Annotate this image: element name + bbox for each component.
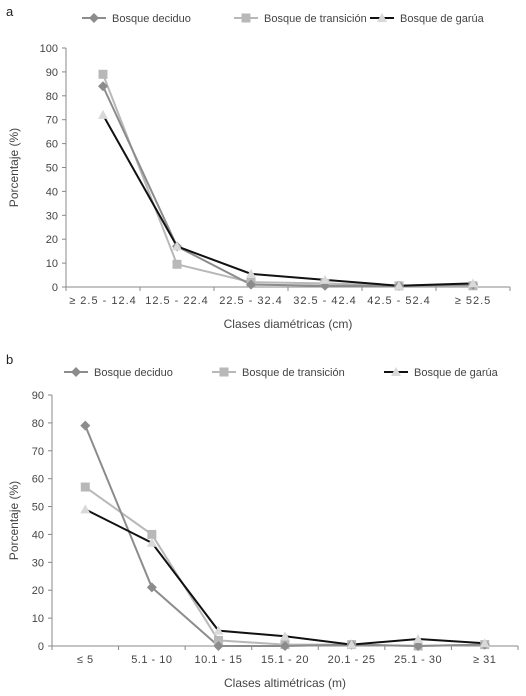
data-point (98, 69, 108, 79)
data-point (80, 420, 91, 431)
y-tick-label: 30 (46, 210, 58, 222)
x-axis-title: Clases altimétricas (m) (224, 676, 346, 690)
y-tick-label: 90 (46, 67, 58, 79)
x-tick-label: 25.1 - 30 (394, 654, 442, 666)
legend-label: Bosque deciduo (112, 13, 191, 25)
y-tick-label: 60 (32, 474, 44, 486)
data-point (80, 482, 90, 492)
series-line (84, 486, 485, 648)
legend-marker (89, 13, 99, 23)
data-point (146, 537, 157, 547)
data-point (413, 634, 424, 644)
y-tick-label: 40 (32, 529, 44, 541)
x-tick-label: 12.5 - 22.4 (145, 295, 209, 307)
legend-label: Bosque de transición (242, 367, 345, 379)
y-tick-label: 100 (40, 43, 58, 55)
legend-label: Bosque de garúa (400, 13, 485, 25)
x-axis-title: Clases diamétricas (cm) (224, 317, 353, 331)
series-line (84, 425, 485, 648)
legend-label: Bosque de transición (264, 13, 367, 25)
y-axis-title: Porcentaje (%) (7, 128, 21, 207)
chart-b-svg: 0 10 20 30 40 50 60 70 80 90 ≤ 5 5.1 - 10 10.1 - 15 1… (7, 367, 519, 690)
data-point (146, 582, 157, 593)
data-point (172, 259, 182, 269)
y-tick-label: 20 (46, 234, 58, 246)
y-tick-label: 10 (46, 258, 58, 270)
x-tick-label: ≤ 5 (77, 654, 94, 666)
x-tick-label: 15.1 - 20 (261, 654, 309, 666)
data-point (98, 109, 108, 119)
y-axis-title: Porcentaje (%) (7, 481, 21, 560)
series-line (102, 73, 473, 287)
y-tick-label: 20 (32, 585, 44, 597)
y-tick-label: 40 (46, 186, 58, 198)
data-point (346, 639, 357, 649)
data-point (246, 268, 256, 278)
data-point (98, 81, 108, 92)
x-tick-label: 5.1 - 10 (131, 654, 172, 666)
y-tick-label: 90 (32, 390, 44, 402)
legend-marker (241, 13, 251, 23)
data-point (80, 504, 91, 514)
data-point (413, 641, 424, 651)
x-tick-label: 42.5 - 52.4 (367, 295, 431, 307)
data-point (280, 631, 290, 641)
data-point (213, 635, 223, 645)
x-tick-label: ≥ 31 (473, 654, 496, 666)
y-tick-label: 70 (32, 446, 44, 458)
x-tick-label: 10.1 - 15 (194, 654, 242, 666)
x-tick-label: 20.1 - 25 (328, 654, 376, 666)
y-tick-label: 70 (46, 115, 58, 127)
y-tick-label: 50 (32, 502, 44, 514)
chart-panel-a: a 0 10 20 30 40 50 60 70 80 90 100 ≥ 2.5 - 12.4 12.5… (0, 0, 526, 340)
y-tick-label: 60 (46, 139, 58, 151)
data-point (468, 278, 478, 288)
legend-label: Bosque deciduo (94, 367, 173, 379)
series-line (102, 114, 474, 287)
chart-panel-b: b 0 10 20 30 40 50 60 70 80 90 ≤ 5 5.1 - 10 10.1 - 1… (0, 348, 526, 696)
y-tick-label: 0 (52, 282, 58, 294)
legend-marker (219, 367, 229, 377)
data-point (320, 274, 330, 284)
y-tick-label: 10 (32, 613, 44, 625)
y-tick-label: 50 (46, 163, 58, 175)
data-point (479, 638, 490, 648)
y-tick-label: 80 (32, 418, 44, 430)
y-tick-label: 30 (32, 557, 44, 569)
data-point (172, 241, 182, 251)
data-point (213, 625, 224, 635)
data-point (147, 529, 157, 539)
legend-marker (377, 13, 387, 22)
legend-marker (391, 367, 401, 376)
x-tick-label: 32.5 - 42.4 (293, 295, 357, 307)
x-tick-label: ≥ 2.5 - 12.4 (69, 295, 137, 307)
x-tick-label: 22.5 - 32.4 (219, 295, 283, 307)
data-point (246, 279, 256, 290)
legend-marker (71, 367, 81, 377)
y-tick-label: 0 (38, 641, 44, 653)
chart-a-svg: 0 10 20 30 40 50 60 70 80 90 100 ≥ 2.5 - 12.4 12.5 -… (7, 13, 511, 331)
panel-letter-b: b (6, 352, 14, 367)
series-line (102, 85, 474, 287)
data-point (213, 641, 224, 651)
panel-letter-a: a (6, 4, 14, 19)
y-tick-label: 80 (46, 91, 58, 103)
x-tick-label: ≥ 52.5 (455, 295, 492, 307)
data-point (394, 280, 404, 290)
legend-label: Bosque de garúa (414, 367, 499, 379)
data-point (280, 641, 290, 651)
